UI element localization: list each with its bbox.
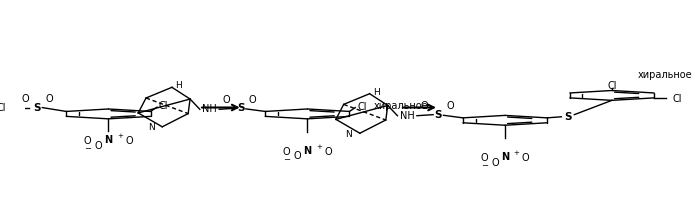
Text: O: O — [324, 147, 332, 157]
Text: хиральное: хиральное — [637, 70, 693, 80]
Text: Cl: Cl — [357, 101, 367, 112]
Text: N: N — [501, 152, 509, 162]
Text: хиральное: хиральное — [373, 101, 428, 111]
Text: +: + — [117, 133, 123, 139]
Text: Cl: Cl — [0, 103, 6, 113]
Text: O: O — [95, 141, 103, 151]
Text: −: − — [283, 155, 290, 164]
Text: N: N — [104, 135, 113, 145]
Text: S: S — [34, 103, 41, 113]
Text: −: − — [481, 162, 488, 170]
Text: O: O — [294, 151, 301, 161]
Text: −: − — [84, 144, 91, 154]
Text: O: O — [420, 101, 428, 111]
Text: H: H — [373, 88, 380, 97]
Text: O: O — [125, 136, 133, 146]
Text: N: N — [303, 146, 312, 156]
Text: O: O — [446, 101, 454, 111]
Text: O: O — [45, 94, 52, 104]
Text: Cl: Cl — [159, 101, 168, 111]
Text: Cl: Cl — [607, 81, 617, 91]
Text: O: O — [283, 147, 291, 157]
Text: +: + — [316, 144, 322, 150]
Text: O: O — [84, 136, 92, 146]
Text: S: S — [237, 103, 245, 113]
Text: O: O — [491, 158, 499, 168]
Text: O: O — [22, 94, 29, 104]
Text: S: S — [564, 112, 572, 122]
Text: N: N — [345, 130, 352, 139]
Text: O: O — [522, 154, 530, 163]
Text: N: N — [147, 123, 154, 132]
Text: S: S — [435, 110, 442, 120]
Text: O: O — [480, 154, 488, 163]
Text: H: H — [175, 81, 182, 90]
Text: +: + — [514, 150, 519, 156]
Text: NH: NH — [400, 111, 415, 121]
Text: Cl: Cl — [672, 94, 682, 104]
Text: O: O — [249, 95, 256, 105]
Text: O: O — [222, 95, 230, 105]
Text: NH: NH — [202, 104, 217, 114]
